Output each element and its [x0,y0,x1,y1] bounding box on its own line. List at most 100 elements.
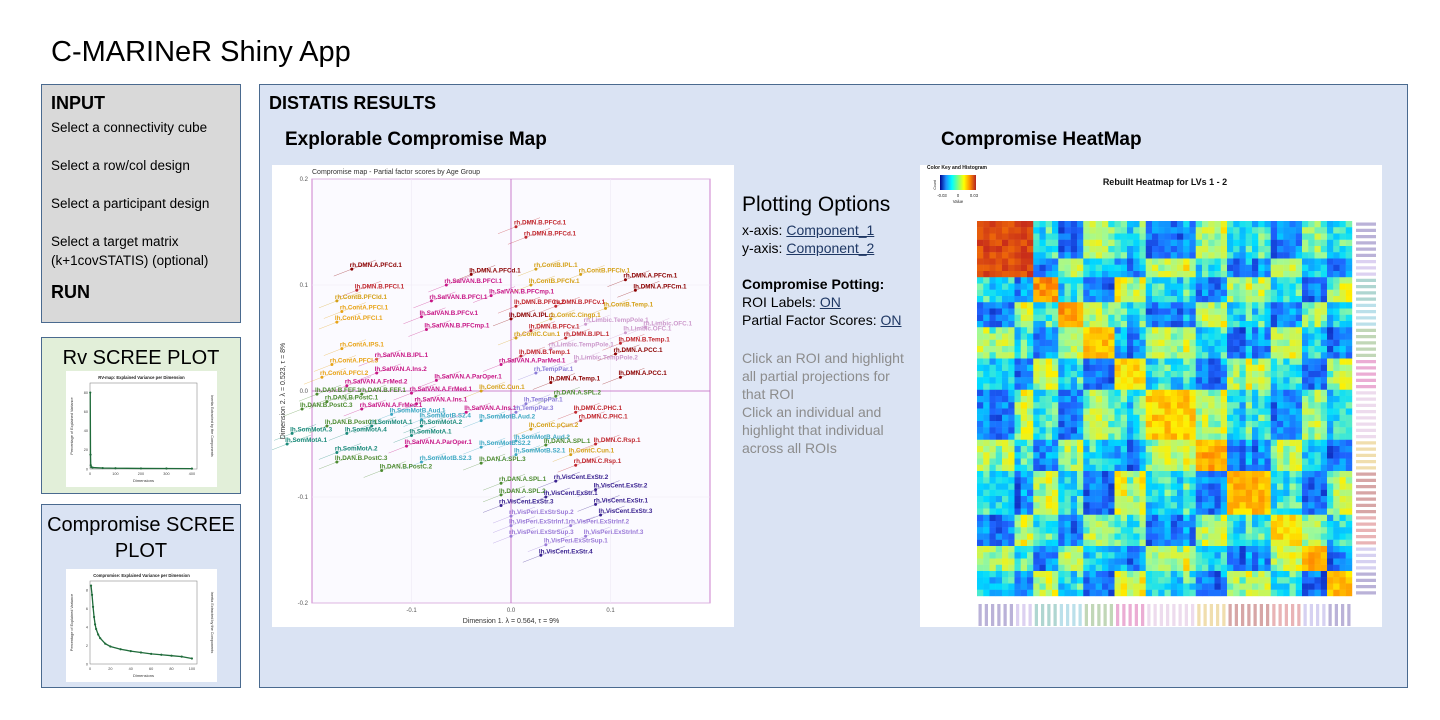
heatmap-cell [1083,264,1090,272]
heatmap-cell [1327,539,1334,547]
heatmap-cell [1027,539,1034,547]
heatmap-cell [1345,558,1353,565]
heatmap-cell [1095,308,1103,315]
heatmap-cell [1233,396,1240,403]
heatmap-cell [1139,508,1146,515]
heatmap-cell [1327,533,1334,540]
heatmap-cell [1033,446,1040,453]
y-axis-link[interactable]: Component_2 [786,240,875,256]
heatmap-row-label [1356,360,1376,364]
heatmap-cell [1127,283,1134,290]
heatmap-cell [1264,552,1271,559]
heatmap-cell [1158,339,1165,347]
heatmap-cell [1333,289,1340,297]
heatmap-cell [1102,433,1109,440]
partial-factor-scores-toggle[interactable]: ON [880,312,902,328]
heatmap-cell [1227,552,1234,559]
heatmap-cell [1120,277,1128,284]
heatmap-cell [1333,427,1340,434]
heatmap-cell [1270,496,1278,503]
heatmap-cell [1277,577,1284,584]
heatmap-cell [1277,508,1284,515]
run-button[interactable]: RUN [51,282,90,302]
heatmap-cell [983,589,990,597]
select-participant-design[interactable]: Select a participant design [51,196,210,211]
heatmap-cell [1314,577,1321,584]
heatmap-cell [1177,296,1184,303]
heatmap-cell [1139,564,1146,572]
heatmap-cell [1145,371,1153,378]
heatmap-cell [1245,302,1253,309]
heatmap-row-label [1356,516,1376,520]
heatmap-cell [1127,264,1134,272]
heatmap-cell [1077,352,1084,359]
heatmap-cell [1327,489,1334,497]
heatmap-cell [1177,452,1184,459]
heatmap-cell [1345,502,1353,509]
heatmap-cell [1308,283,1315,290]
heatmap-cell [1189,277,1196,284]
map-roi-label: lh.DAN.B.PostC.3 [335,455,388,462]
heatmap-cell [1252,408,1259,415]
map-roi-label: rh.ContC.Cun.1 [514,331,561,338]
heatmap-cell [1145,564,1153,572]
heatmap-cell [1289,452,1296,459]
heatmap-cell [1089,389,1096,397]
map-partial-projection-line [565,328,590,339]
heatmap-cell [1233,446,1240,453]
heatmap-cell [1245,546,1253,553]
map-partial-projection-line [515,431,541,442]
heatmap-cell [995,377,1003,384]
results-title: DISTATIS RESULTS [269,93,437,113]
roi-labels-toggle[interactable]: ON [819,294,841,310]
select-connectivity-cube[interactable]: Select a connectivity cube [51,120,208,135]
heatmap-cell [1145,339,1153,347]
heatmap-cell [1339,496,1346,503]
compromise-heatmap-plot[interactable]: Rebuilt Heatmap for LVs 1 - 2 Color Key a… [920,165,1382,627]
heatmap-cell [1233,246,1240,253]
select-target-matrix[interactable]: Select a target matrix (k+1covSTATIS) (o… [51,234,209,268]
heatmap-cell [1189,352,1196,359]
heatmap-cell [1202,333,1209,340]
heatmap-cell [989,408,996,415]
heatmap-cell [1108,371,1115,378]
heatmap-cell [1083,396,1090,403]
scree-xtick-label: 60 [149,667,153,671]
heatmap-cell [1045,346,1053,353]
color-key-tick: 0.03 [970,193,979,198]
select-row-col-design[interactable]: Select a row/col design [51,158,190,173]
heatmap-cell [1020,227,1028,234]
roi-labels-label: ROI Labels: [742,294,816,310]
heatmap-cell [1033,452,1040,459]
heatmap-cell [983,433,990,440]
heatmap-cell [1002,564,1009,572]
heatmap-cell [1002,583,1009,590]
heatmap-cell [1058,371,1065,378]
scree-point [90,593,94,596]
heatmap-cell [1177,583,1184,590]
heatmap-cell [1027,408,1034,415]
compromise-map-plot[interactable]: Compromise map - Partial factor scores b… [269,165,734,627]
heatmap-cell [1239,233,1246,240]
heatmap-cell [983,377,990,384]
heatmap-cell [1039,514,1046,522]
heatmap-cell [1289,408,1296,415]
heatmap-cell [1145,464,1153,472]
heatmap-cell [1345,333,1353,340]
heatmap-cell [1158,277,1165,284]
heatmap-cell [1070,533,1078,540]
map-partial-projection-line [545,487,570,498]
compromise-map-svg[interactable]: Compromise map - Partial factor scores b… [269,165,734,627]
heatmap-cell [1258,464,1265,472]
heatmap-cell [983,327,990,334]
heatmap-cell [1214,271,1221,278]
x-axis-link[interactable]: Component_1 [786,222,875,238]
map-roi-label: rh.DMN.C.Rsp.1 [574,458,622,465]
heatmap-cell [1027,364,1034,372]
heatmap-cell [1339,264,1346,272]
heatmap-cell [1145,458,1153,465]
heatmap-cell [1189,427,1196,434]
map-roi-point [584,534,588,538]
heatmap-cell [1002,333,1009,340]
